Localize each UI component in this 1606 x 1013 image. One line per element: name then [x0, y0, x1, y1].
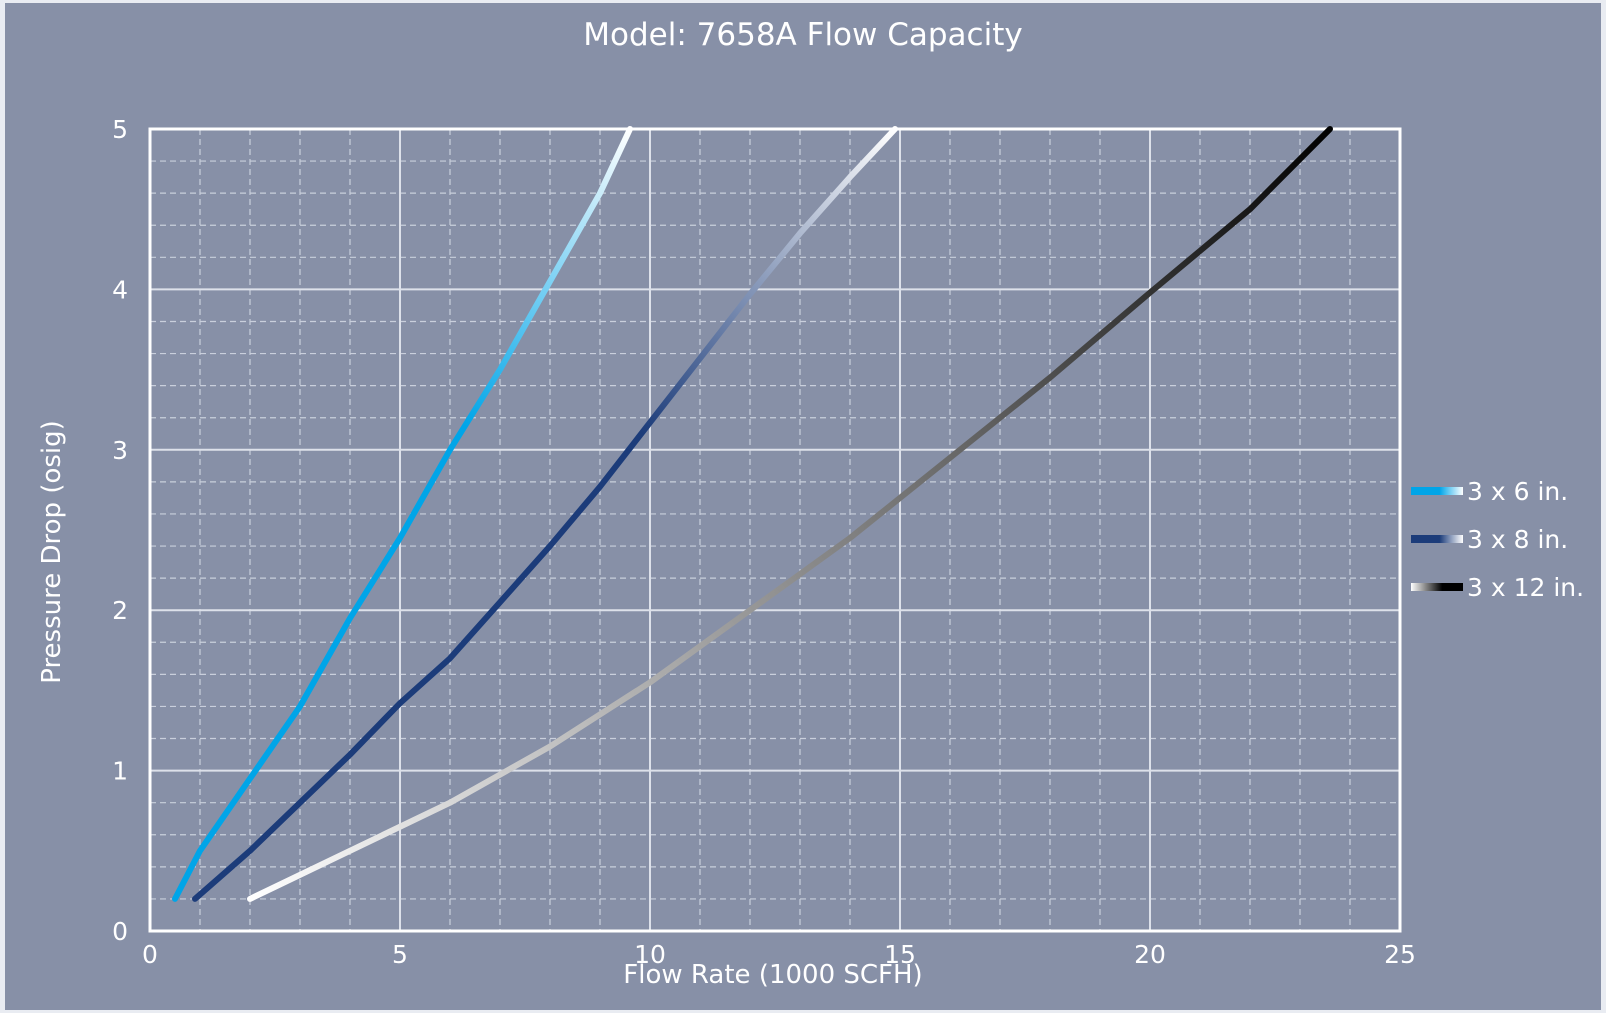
legend-label: 3 x 6 in.	[1467, 477, 1568, 506]
y-tick-label: 1	[112, 757, 128, 786]
series-line-3	[247, 126, 1333, 902]
x-tick-label: 0	[142, 940, 158, 969]
plot-area-border	[148, 127, 1402, 933]
y-tick-label: 3	[112, 436, 128, 465]
y-axis-label: Pressure Drop (osig)	[37, 420, 67, 684]
series-lines	[172, 126, 1333, 902]
legend-label: 3 x 8 in.	[1467, 525, 1568, 554]
y-tick-label: 0	[112, 917, 128, 946]
chart-title: Model: 7658A Flow Capacity	[583, 17, 1022, 53]
x-tick-label: 10	[634, 940, 666, 969]
chart-background	[5, 3, 1601, 1010]
y-tick-label: 2	[112, 596, 128, 625]
x-tick-label: 25	[1384, 940, 1416, 969]
y-tick-label: 5	[112, 115, 128, 144]
legend-label: 3 x 12 in.	[1467, 573, 1584, 602]
x-axis-label: Flow Rate (1000 SCFH)	[623, 960, 922, 990]
axis-ticks: 0 5 10 15 20 25 0 1 2 3 4 5	[112, 115, 1416, 969]
y-tick-label: 4	[112, 275, 128, 304]
x-tick-label: 15	[884, 940, 916, 969]
x-tick-label: 20	[1134, 940, 1166, 969]
x-tick-label: 5	[392, 940, 408, 969]
legend: 3 x 6 in. 3 x 8 in. 3 x 12 in.	[1411, 477, 1584, 602]
series-line-1	[172, 126, 633, 902]
legend-swatch	[1411, 583, 1463, 591]
legend-swatch	[1411, 535, 1463, 543]
legend-swatch	[1411, 487, 1463, 495]
series-line-2	[192, 126, 898, 902]
